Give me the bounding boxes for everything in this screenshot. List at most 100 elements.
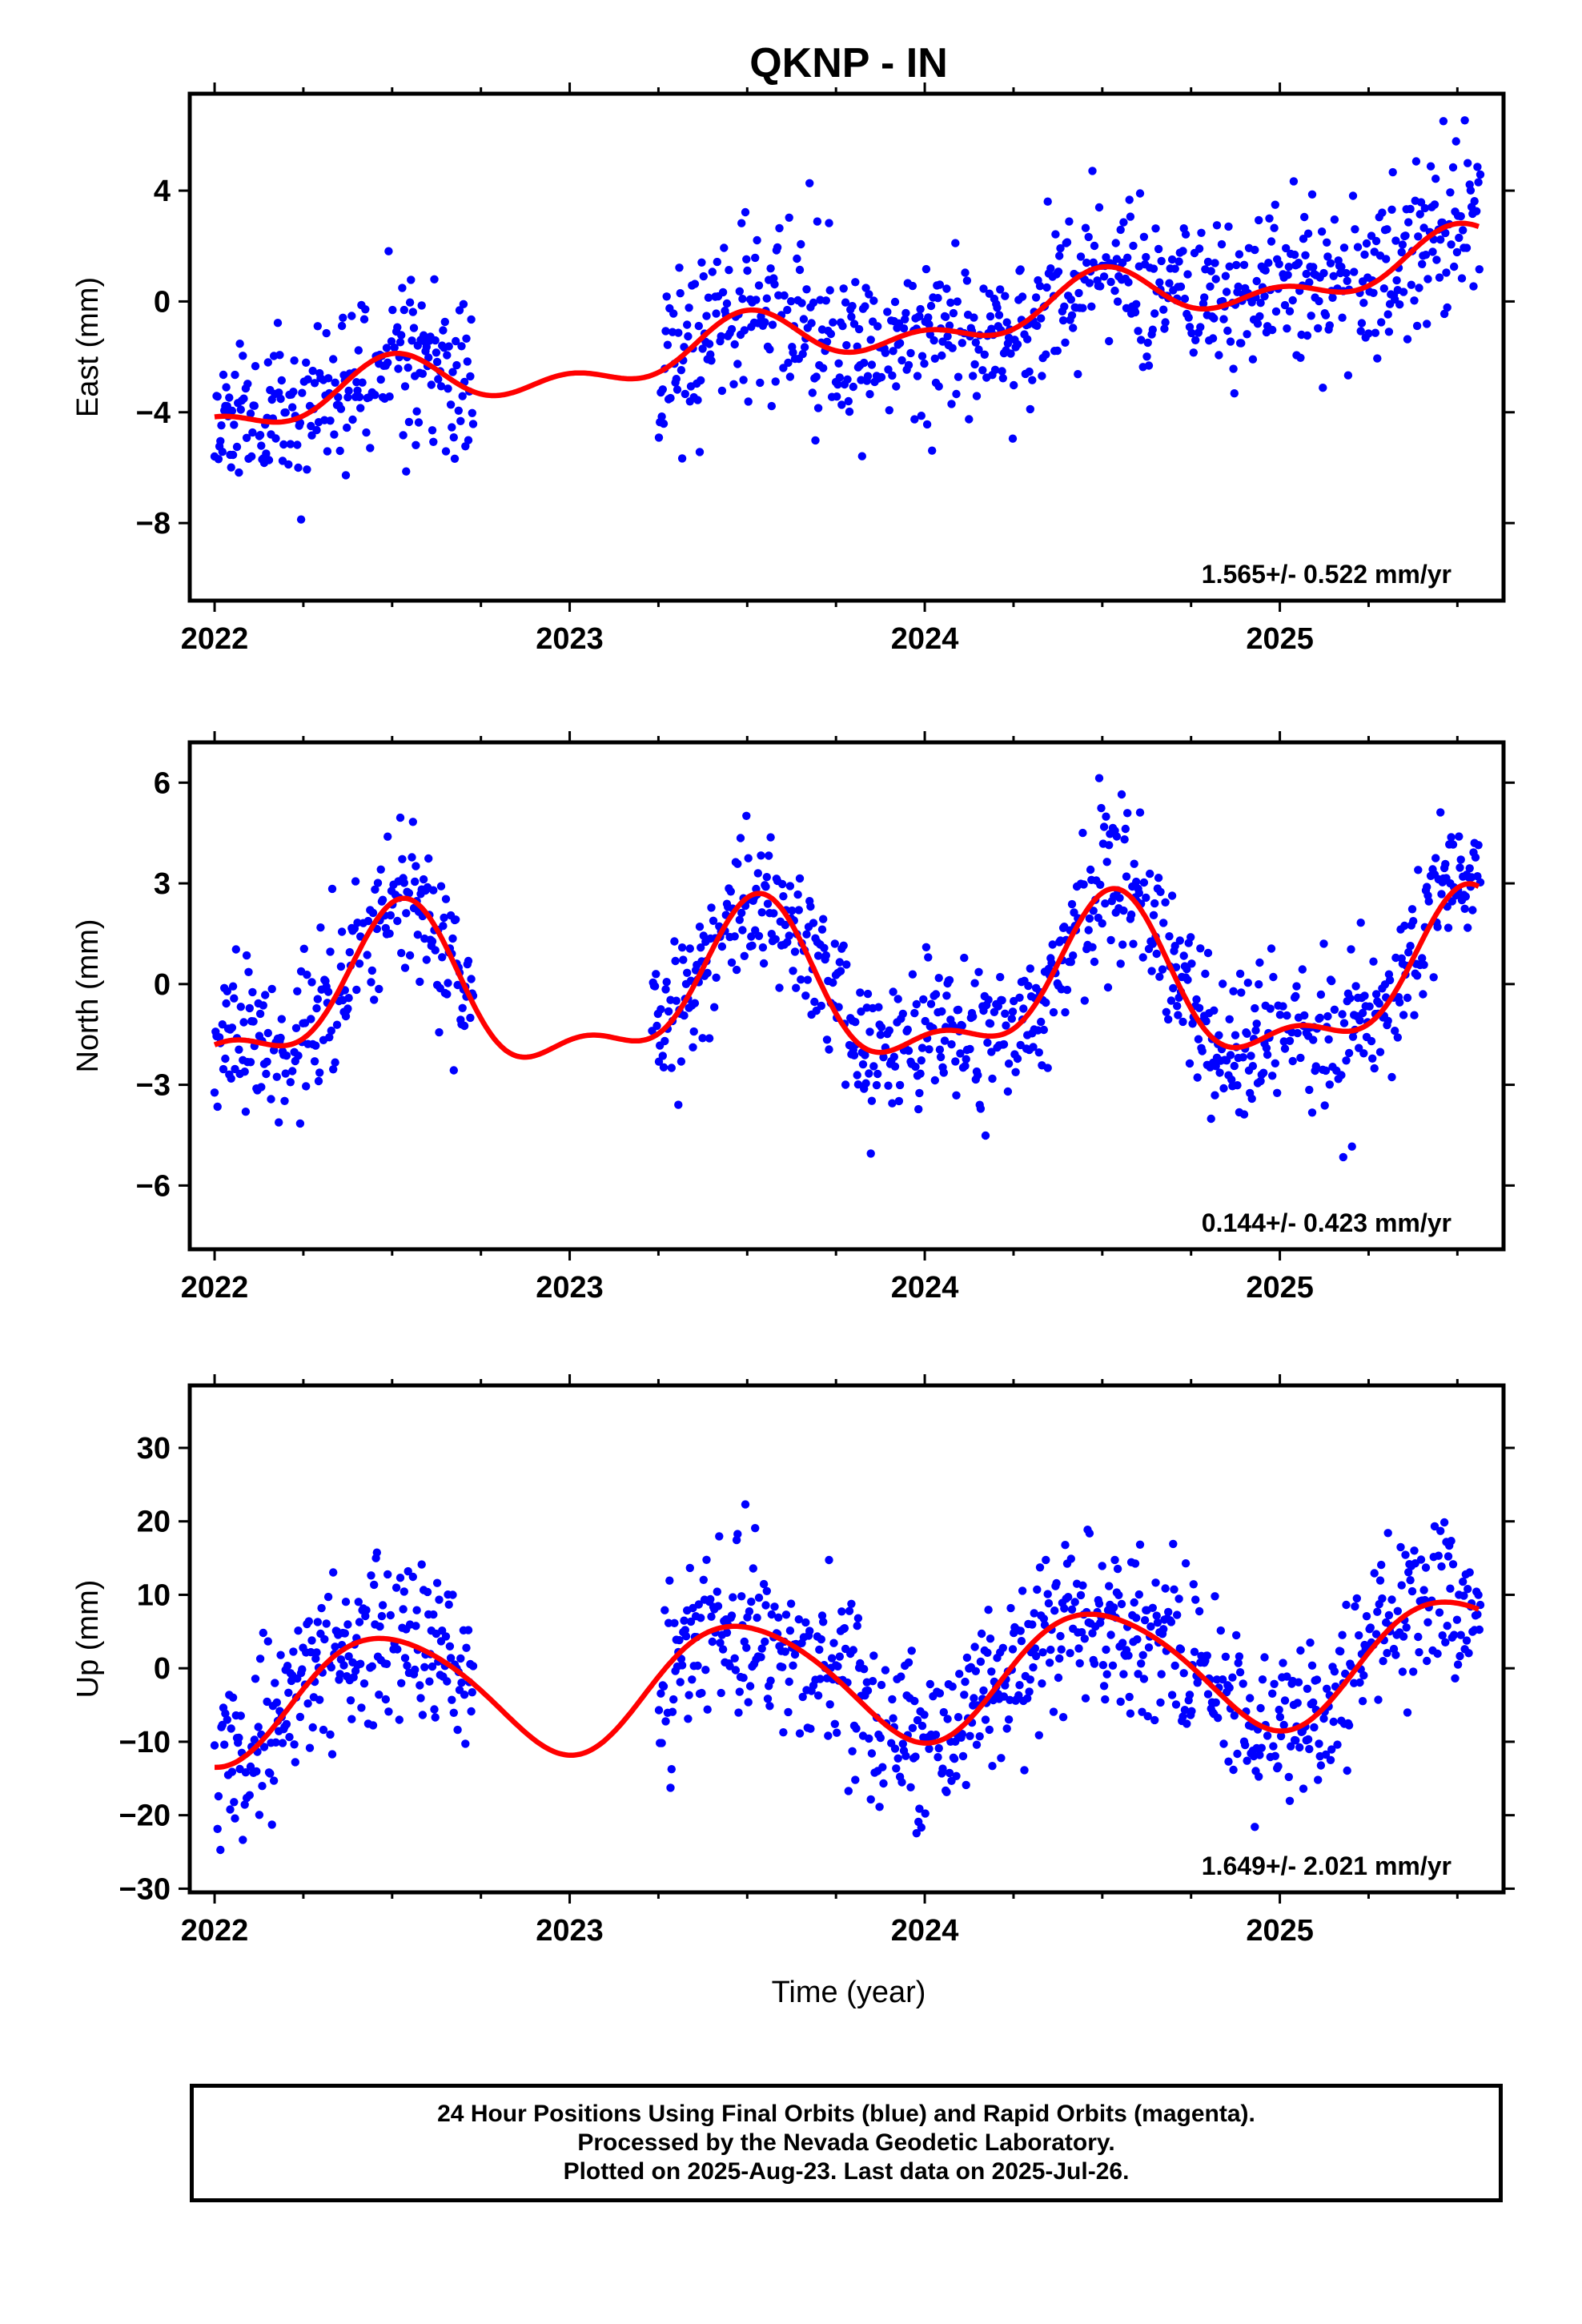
data-point [383,358,392,367]
data-point [1371,1630,1381,1638]
data-point [853,1614,863,1622]
data-point [228,982,238,991]
data-point [865,1069,873,1078]
data-point [1426,162,1435,171]
data-point [1271,1059,1280,1068]
data-point [440,913,448,923]
data-point [431,1713,440,1722]
data-point [236,405,245,414]
data-point [249,1017,258,1026]
data-point [411,877,420,887]
data-point [240,1800,249,1809]
data-point [266,1769,275,1778]
data-point [833,1662,842,1671]
data-point [705,1034,714,1043]
data-point [436,882,446,891]
data-point [395,1715,404,1724]
data-point [779,1728,788,1737]
data-point [1137,1659,1146,1668]
data-point [1393,1033,1403,1042]
data-point [226,1805,235,1814]
data-point [920,359,929,368]
data-point [1303,1684,1312,1693]
data-point [853,1071,861,1080]
data-point [1329,271,1338,280]
data-point [416,1694,425,1703]
data-point [657,412,666,421]
data-point [899,324,909,333]
data-point [462,1643,471,1652]
data-point [1056,1631,1065,1641]
data-point [216,1845,225,1855]
data-point [757,851,765,860]
data-point [393,323,402,332]
data-point [1049,1007,1058,1017]
data-point [861,1079,870,1088]
data-point [349,1673,358,1682]
data-point [1219,1084,1228,1093]
data-point [400,963,410,972]
data-point [1442,268,1451,277]
data-point [250,1735,259,1744]
data-point [908,970,917,979]
data-point [739,1673,748,1683]
data-point [453,980,462,990]
data-point [945,321,954,330]
data-point [761,883,770,891]
data-point [1247,1051,1255,1060]
data-point [468,408,476,417]
data-point [396,1574,405,1582]
data-point [1020,1766,1029,1775]
data-point [1069,951,1078,960]
data-point [801,1618,810,1627]
data-point [661,1717,670,1726]
data-point [1296,353,1305,362]
data-point [708,1637,717,1647]
data-point [889,987,897,996]
data-point [1283,1011,1291,1020]
data-point [1273,1088,1282,1098]
data-point [458,1003,467,1013]
data-point [928,446,937,455]
data-point [245,1003,254,1013]
data-point [970,979,979,987]
data-point [1464,159,1472,167]
x-tick-label: 2022 [181,1914,249,1948]
data-point [845,1606,854,1615]
data-point [1338,1630,1347,1639]
data-point [860,358,869,368]
data-point [1258,1675,1267,1684]
data-point [412,407,421,416]
data-point [1279,1720,1288,1730]
data-point [697,1688,706,1698]
data-point [1060,1604,1069,1613]
data-point [1047,959,1056,967]
data-point [1161,898,1170,907]
data-point [257,441,266,450]
data-point [1420,203,1430,213]
data-point [251,362,260,371]
data-point [291,1758,299,1767]
data-point [770,279,779,289]
data-point [953,297,962,306]
data-point [707,356,716,365]
data-point [694,1600,703,1609]
data-point [1113,297,1122,306]
data-point [355,1618,364,1626]
data-point [908,1723,917,1732]
data-point [857,452,867,460]
data-point [302,1082,311,1091]
data-point [387,337,396,346]
data-point [271,434,280,443]
data-point [359,1679,369,1688]
data-point [1443,1622,1452,1630]
data-point [897,1778,906,1787]
data-point [888,1695,897,1704]
data-point [1038,372,1046,380]
data-point [323,1592,333,1602]
data-point [457,342,466,351]
data-point [697,376,705,385]
data-point [759,959,769,968]
data-point [1126,212,1135,221]
data-point [1074,370,1082,379]
